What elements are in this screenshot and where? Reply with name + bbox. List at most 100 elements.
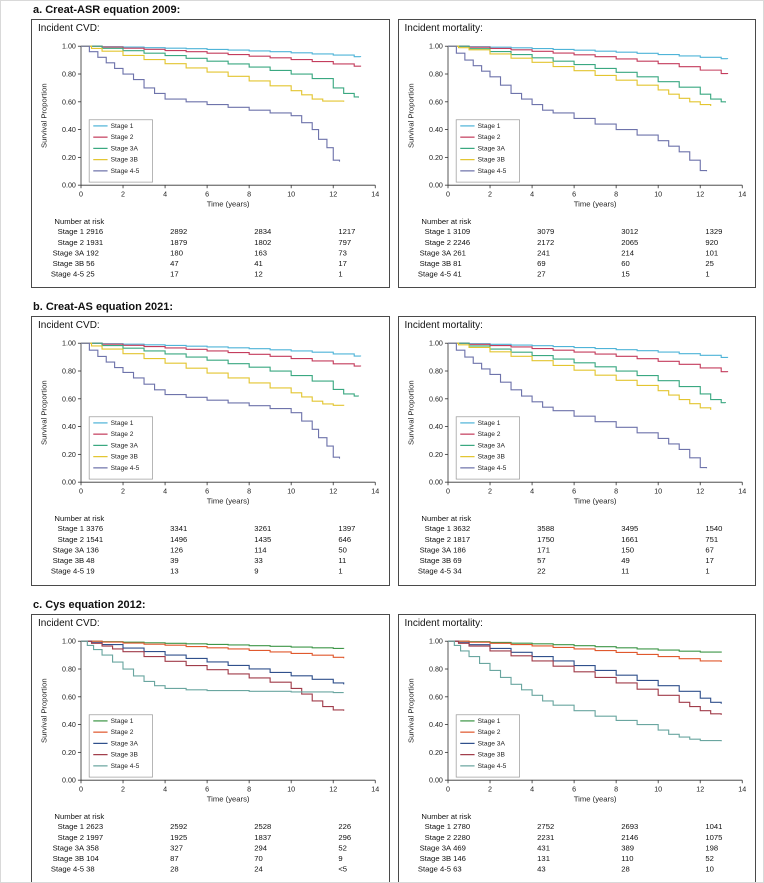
km-chart-b-incident-mortality: 0.00 0.20 0.40 0.60 0.80 1.00 0 2 4 6 8 10 12 14 Time … [406, 340, 746, 576]
x-tick-label: 0 [446, 488, 450, 496]
panel-title: Incident mortality: [404, 23, 483, 34]
risk-value: 3079 [537, 227, 554, 236]
risk-value: 2693 [621, 822, 638, 831]
risk-row-label: Stage 1 [58, 227, 84, 236]
x-tick-label: 8 [247, 785, 251, 793]
risk-row-label: Stage 4-5 [417, 864, 450, 873]
legend-item-label: Stage 3A [111, 145, 139, 152]
risk-value: 180 [170, 248, 183, 257]
risk-value: 73 [338, 248, 347, 257]
risk-value: 131 [537, 854, 550, 863]
km-curve-stage-3a [81, 640, 345, 685]
risk-value: 25 [86, 270, 95, 279]
risk-value: 1329 [705, 227, 722, 236]
x-tick-label: 2 [488, 785, 492, 793]
risk-value: 56 [86, 259, 95, 268]
panel-a-incident-mortality: Incident mortality: 0.00 0.20 0.40 0.60 0.80… [397, 19, 756, 289]
risk-value: 1541 [86, 535, 103, 544]
risk-row-label: Stage 1 [424, 227, 450, 236]
x-tick-label: 12 [329, 488, 337, 496]
x-axis-title: Time (years) [207, 794, 250, 803]
legend-item-label: Stage 4-5 [477, 465, 506, 472]
x-tick-label: 0 [79, 785, 83, 793]
risk-value: 70 [254, 854, 263, 863]
legend-box [455, 714, 520, 778]
x-tick-label: 2 [488, 190, 492, 198]
risk-value: 2280 [453, 833, 470, 842]
risk-value: 192 [86, 248, 99, 257]
risk-value: 226 [338, 822, 351, 831]
x-tick-label: 10 [287, 190, 295, 198]
risk-value: 1 [705, 567, 709, 576]
risk-value: 3109 [453, 227, 470, 236]
x-tick-label: 4 [530, 190, 534, 198]
risk-value: 1041 [705, 822, 722, 831]
x-axis-title: Time (years) [207, 497, 250, 506]
risk-value: 10 [705, 864, 714, 873]
number-at-risk-header: Number at risk [421, 514, 471, 523]
risk-row-label: Stage 2 [424, 833, 450, 842]
x-tick-label: 12 [329, 190, 337, 198]
risk-value: 171 [537, 546, 550, 555]
y-tick-label: 0.60 [62, 98, 76, 106]
number-at-risk-header: Number at risk [54, 514, 104, 523]
x-tick-label: 6 [205, 488, 209, 496]
legend-item-label: Stage 4-5 [477, 763, 506, 770]
risk-value: 1925 [170, 833, 187, 842]
y-tick-label: 0.00 [428, 776, 442, 784]
risk-row-label: Stage 1 [424, 822, 450, 831]
x-tick-label: 10 [287, 488, 295, 496]
km-curve-stage-2 [447, 342, 728, 373]
risk-row-label: Stage 3A [53, 546, 85, 555]
km-curve-stage-1 [81, 640, 345, 649]
legend-item-label: Stage 4-5 [111, 763, 140, 770]
risk-value: 2231 [537, 833, 554, 842]
risk-row-label: Stage 3B [419, 259, 451, 268]
risk-value: 2246 [453, 238, 470, 247]
legend-item-label: Stage 1 [111, 718, 134, 725]
risk-value: 3012 [621, 227, 638, 236]
section-c: c. Cys equation 2012: Incident CVD: 0.00… [31, 599, 756, 882]
y-tick-label: 0.80 [428, 70, 442, 78]
risk-value: 2528 [254, 822, 271, 831]
number-at-risk-header: Number at risk [54, 217, 104, 226]
y-tick-label: 1.00 [62, 637, 76, 645]
risk-value: 24 [254, 864, 263, 873]
y-tick-label: 0.20 [428, 451, 442, 459]
risk-value: 3261 [254, 525, 271, 534]
panel-c-incident-cvd: Incident CVD: 0.00 0.20 0.40 0.60 0.80 1.00 0 2… [31, 613, 390, 882]
y-axis-title: Survival Proportion [39, 381, 48, 446]
legend-box [88, 714, 153, 778]
risk-value: 110 [621, 854, 633, 863]
legend-item-label: Stage 4-5 [111, 168, 140, 175]
legend-item-label: Stage 1 [111, 123, 134, 130]
y-tick-label: 0.60 [428, 396, 442, 404]
risk-value: 261 [453, 248, 466, 257]
risk-value: 214 [621, 248, 635, 257]
risk-value: 469 [453, 843, 466, 852]
risk-value: 163 [254, 248, 267, 257]
legend-item-label: Stage 1 [111, 420, 134, 427]
y-axis-title: Survival Proportion [406, 381, 415, 446]
legend-box [88, 119, 153, 183]
legend-item-label: Stage 3A [111, 740, 139, 747]
legend-item-label: Stage 2 [111, 729, 134, 736]
risk-row-label: Stage 3B [53, 259, 85, 268]
x-tick-label: 14 [738, 190, 746, 198]
number-at-risk-header: Number at risk [421, 217, 471, 226]
risk-value: 198 [705, 843, 718, 852]
legend-item-label: Stage 3B [111, 454, 139, 461]
risk-value: 41 [254, 259, 263, 268]
y-tick-label: 1.00 [62, 43, 76, 51]
x-tick-label: 8 [614, 488, 618, 496]
risk-value: 3588 [537, 525, 554, 534]
x-tick-label: 0 [79, 488, 83, 496]
km-chart-a-incident-cvd: 0.00 0.20 0.40 0.60 0.80 1.00 0 2 4 6 8 10 12 14 Time … [39, 43, 379, 279]
x-tick-label: 14 [738, 488, 746, 496]
section-a: a. Creat-ASR equation 2009: Incident CVD… [31, 4, 756, 289]
legend-item-label: Stage 2 [477, 134, 500, 141]
legend-item-label: Stage 4-5 [477, 168, 506, 175]
y-tick-label: 0.20 [62, 154, 76, 162]
risk-value: 1540 [705, 525, 722, 534]
y-tick-label: 0.80 [428, 665, 442, 673]
